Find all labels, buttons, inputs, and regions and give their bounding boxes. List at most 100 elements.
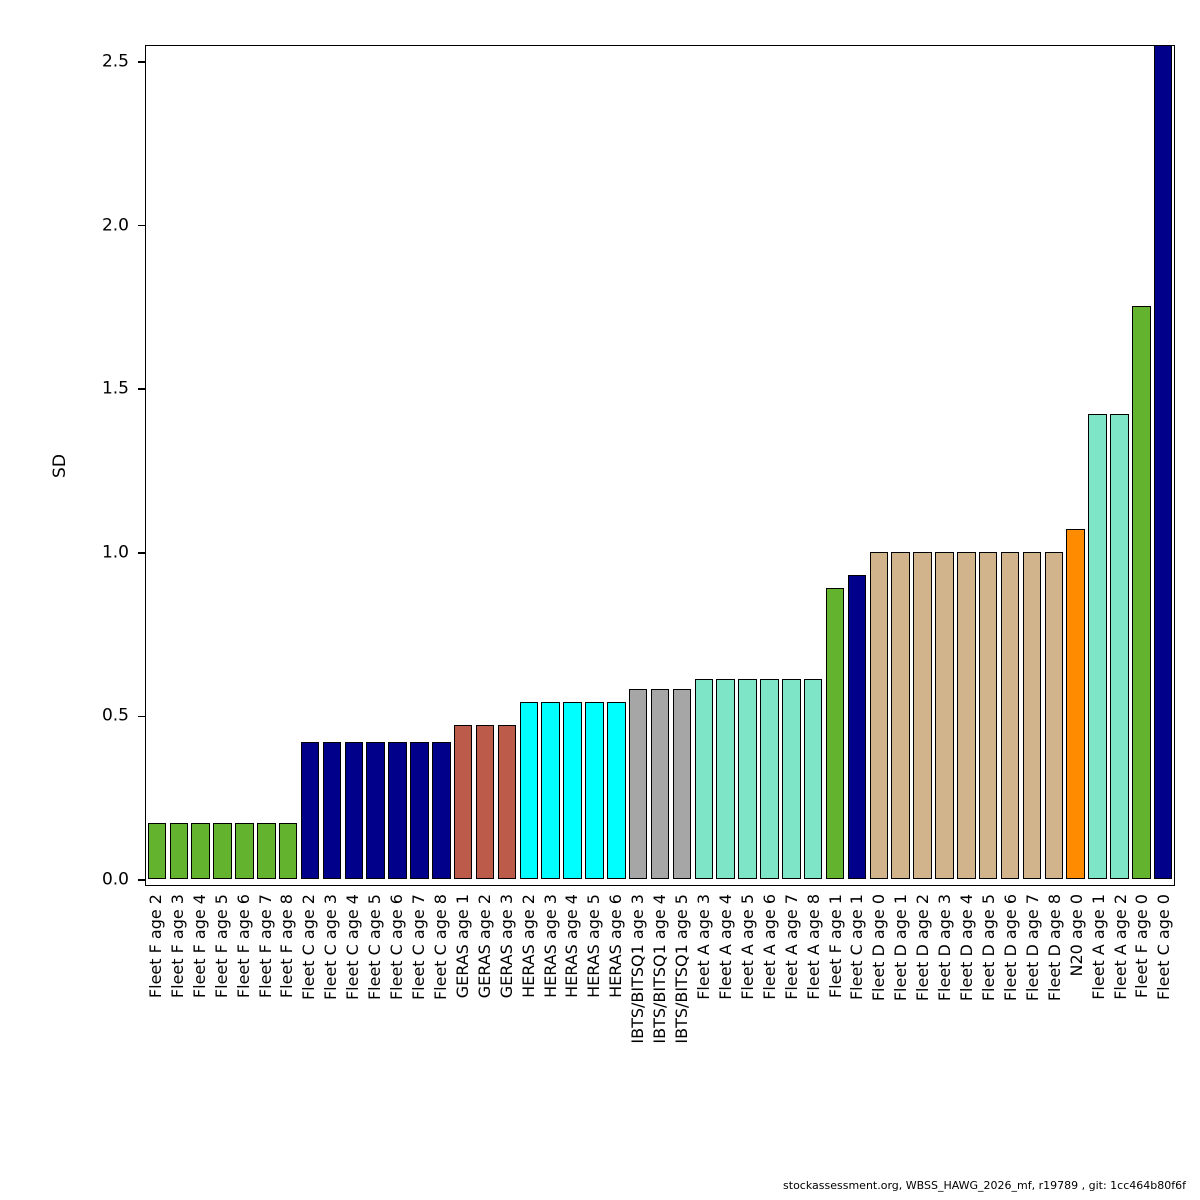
bar (607, 702, 626, 879)
x-tick: N20 age 0 (1066, 894, 1088, 1094)
x-tick-label: GERAS age 1 (452, 894, 472, 999)
bar-slot (824, 46, 846, 885)
bar-slot (780, 46, 802, 885)
bar-slot (1130, 46, 1152, 885)
bar (869, 551, 889, 879)
bar-slot (649, 46, 671, 885)
x-tick-label: Fleet F age 6 (233, 894, 253, 999)
bar-slot (846, 46, 868, 885)
bar-slot (999, 46, 1021, 885)
x-tick: GERAS age 3 (496, 894, 518, 1094)
x-tick: Fleet F age 7 (255, 894, 277, 1094)
x-tick: IBTS/BITSQ1 age 4 (649, 894, 671, 1094)
x-tick-label: Fleet C age 8 (430, 894, 450, 1001)
x-tick: Fleet F age 8 (277, 894, 299, 1094)
y-tick-mark (138, 388, 145, 390)
bar (1132, 306, 1151, 879)
x-tick-label: HERAS age 6 (606, 894, 626, 998)
x-tick: Fleet D age 7 (1022, 894, 1044, 1094)
bar (1153, 46, 1173, 879)
bar-slot (955, 46, 977, 885)
bar-slot (977, 46, 999, 885)
bar (541, 702, 560, 879)
x-tick-label: Fleet D age 8 (1044, 894, 1064, 1002)
bar-slot (715, 46, 737, 885)
bar (1066, 528, 1085, 879)
x-tick: Fleet C age 1 (847, 894, 869, 1094)
x-tick: Fleet D age 4 (956, 894, 978, 1094)
bar (1044, 551, 1064, 879)
x-tick-label: Fleet F age 0 (1132, 894, 1152, 999)
bar (519, 702, 539, 879)
bar (935, 551, 954, 879)
x-tick: HERAS age 4 (562, 894, 584, 1094)
x-tick: Fleet A age 2 (1110, 894, 1132, 1094)
x-tick-label: Fleet A age 2 (1110, 894, 1130, 1000)
bar-slot (868, 46, 890, 885)
bar (913, 551, 932, 879)
x-tick-label: Fleet D age 2 (913, 894, 933, 1002)
x-tick-label: Fleet C age 2 (299, 894, 319, 1001)
bar (563, 702, 582, 879)
bar-slot (190, 46, 212, 885)
x-tick-label: HERAS age 3 (540, 894, 560, 998)
x-tick-label: GERAS age 3 (496, 894, 516, 999)
bar-slot (693, 46, 715, 885)
bar-slot (737, 46, 759, 885)
x-tick-label: Fleet F age 8 (277, 894, 297, 999)
bar (716, 679, 735, 879)
bar (169, 823, 189, 879)
bar-slot (1087, 46, 1109, 885)
x-tick-label: N20 age 0 (1066, 894, 1086, 977)
y-tick-label: 0.5 (101, 705, 129, 726)
x-tick-label: Fleet C age 7 (409, 894, 429, 1001)
bar-slot (277, 46, 299, 885)
bar-slot (1021, 46, 1043, 885)
x-tick: HERAS age 6 (605, 894, 627, 1094)
x-tick-label: Fleet D age 4 (957, 894, 977, 1002)
x-tick: GERAS age 2 (474, 894, 496, 1094)
bar (257, 823, 276, 879)
bar-slot (255, 46, 277, 885)
x-tick: Fleet A age 1 (1088, 894, 1110, 1094)
x-tick-label: IBTS/BITSQ1 age 5 (672, 894, 692, 1044)
x-tick-label: Fleet D age 6 (1000, 894, 1020, 1002)
bar (497, 725, 517, 879)
x-tick-label: Fleet A age 1 (1088, 894, 1108, 1000)
bar (475, 725, 495, 879)
bar (322, 741, 342, 879)
plot-area (145, 45, 1175, 886)
x-tick-label: Fleet A age 3 (694, 894, 713, 1000)
x-tick-label: Fleet A age 5 (737, 894, 757, 1000)
x-tick-label: Fleet F age 3 (167, 894, 187, 999)
bar (366, 741, 385, 879)
x-tick: Fleet D age 2 (912, 894, 934, 1094)
bar-slot (1065, 46, 1087, 885)
x-tick: IBTS/BITSQ1 age 5 (671, 894, 693, 1094)
bar-slot (584, 46, 606, 885)
bars-layer (146, 46, 1174, 885)
x-tick: Fleet C age 7 (408, 894, 430, 1094)
bar-slot (605, 46, 627, 885)
footer-text: stockassessment.org, WBSS_HAWG_2026_mf, … (783, 1179, 1186, 1192)
x-tick: Fleet F age 4 (189, 894, 211, 1094)
x-tick-label: Fleet C age 6 (387, 894, 407, 1001)
x-tick-label: Fleet F age 4 (189, 894, 209, 999)
bar (957, 551, 976, 879)
bar-slot (671, 46, 693, 885)
bar-slot (321, 46, 343, 885)
x-tick: Fleet D age 0 (868, 894, 890, 1094)
bar-slot (540, 46, 562, 885)
x-tick-label: HERAS age 5 (584, 894, 604, 998)
x-tick: Fleet F age 6 (233, 894, 255, 1094)
bar-slot (759, 46, 781, 885)
bar-slot (146, 46, 168, 885)
y-tick-mark (138, 224, 145, 227)
x-tick: GERAS age 1 (452, 894, 474, 1094)
x-tick-label: Fleet A age 7 (781, 894, 801, 1000)
x-tick: IBTS/BITSQ1 age 3 (627, 894, 649, 1094)
bar (650, 689, 670, 879)
bar-slot (299, 46, 321, 885)
bar-slot (1043, 46, 1065, 885)
bar-slot (934, 46, 956, 885)
